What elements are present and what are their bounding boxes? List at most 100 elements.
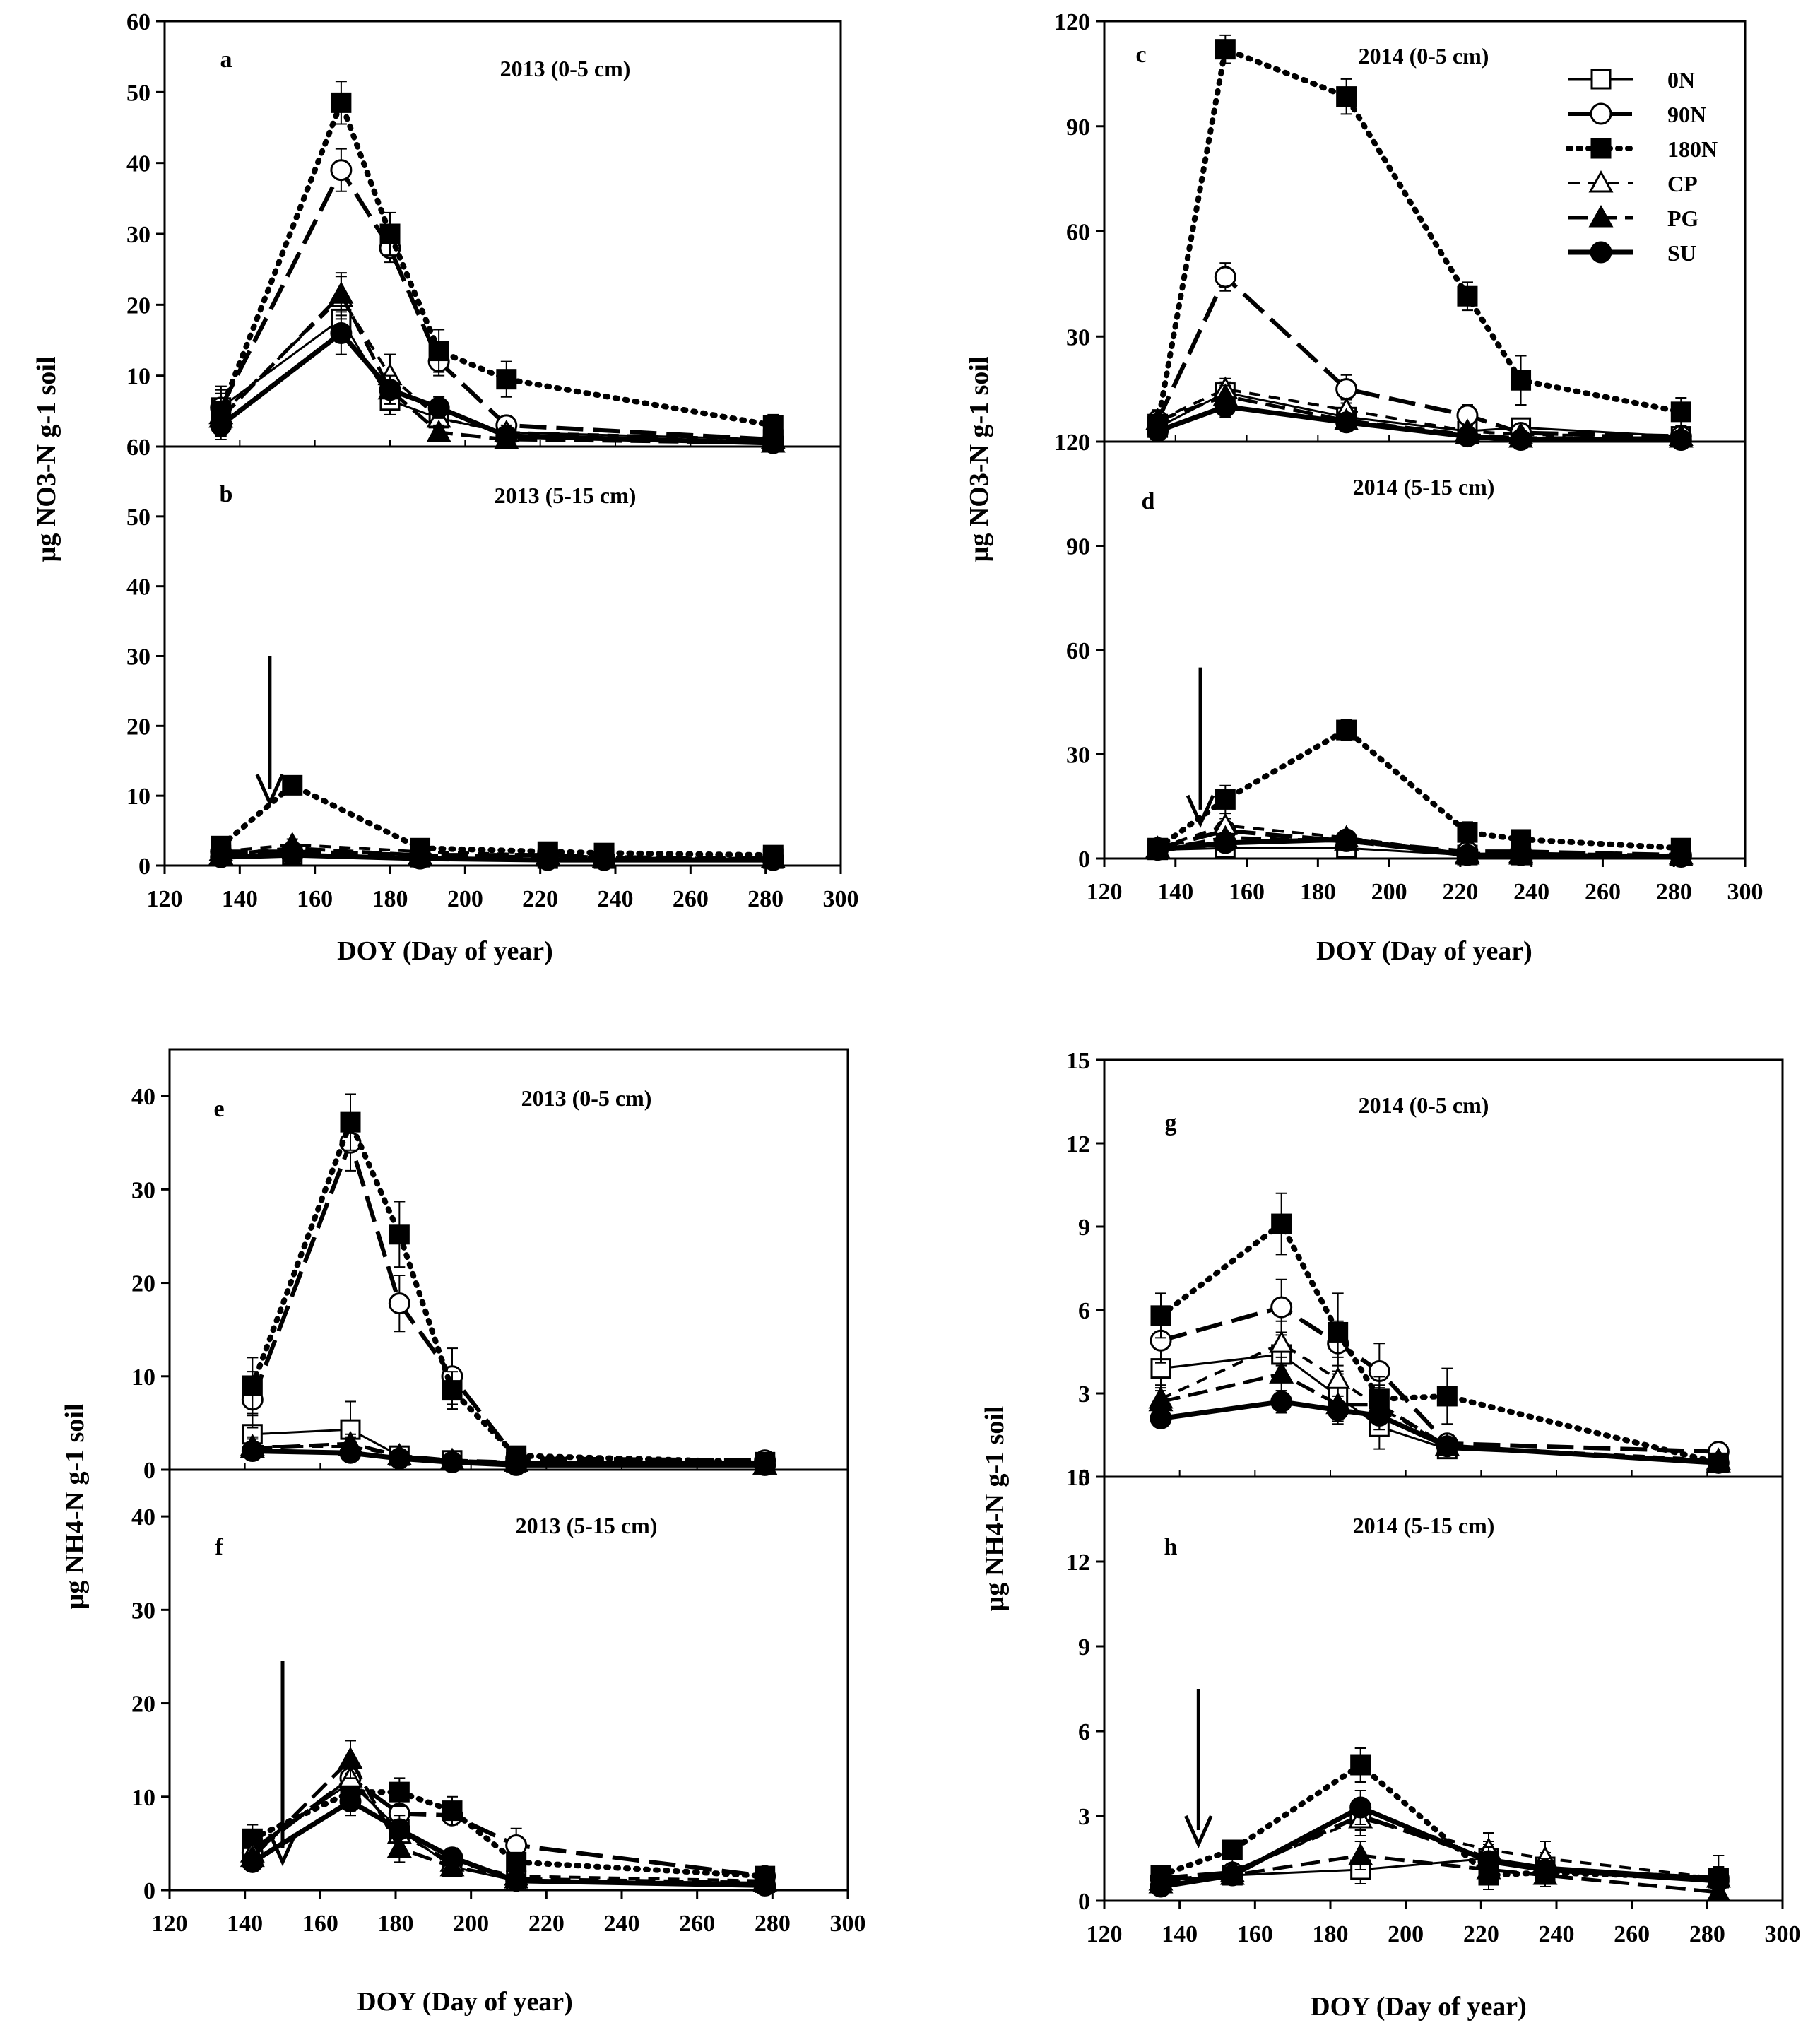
series-line-180N <box>1158 1221 1722 1466</box>
data-point-90N <box>330 159 353 182</box>
y-tick-label: 20 <box>126 293 150 319</box>
x-tick-label: 180 <box>1313 1921 1349 1947</box>
x-tick-label: 240 <box>604 1911 640 1937</box>
x-tick-label: 140 <box>1162 1921 1198 1947</box>
series-line-CP <box>1157 824 1682 857</box>
y-tick-label: 0 <box>143 1878 155 1904</box>
data-point-180N <box>1457 285 1478 307</box>
data-point-SU <box>1214 832 1236 854</box>
data-point-SU <box>441 1846 463 1869</box>
x-axis-title-h: DOY (Day of year) <box>1311 1992 1527 2022</box>
data-point-SU <box>754 1874 776 1897</box>
x-tick-label: 260 <box>679 1911 715 1937</box>
panel-g: 0 3 6 9 12 15 2014 (0-5 cm) g <box>1066 1048 1784 1491</box>
x-tick-label: 120 <box>1087 879 1123 905</box>
panel-title-a: 2013 (0-5 cm) <box>500 56 631 81</box>
series-line-SU <box>220 852 774 863</box>
y-axis-title-ef: µg NH4-N g-1 soil <box>60 1403 90 1609</box>
series-180N <box>1150 1192 1729 1473</box>
y-tick-label: 0 <box>1078 1889 1090 1915</box>
data-point-SU <box>1214 395 1236 418</box>
data-point-180N <box>389 1224 410 1245</box>
data-point-SU <box>1150 1875 1172 1898</box>
y-axis-title-ab: µg NO3-N g-1 soil <box>32 356 61 562</box>
data-point-SU <box>495 425 518 447</box>
series-line-SU <box>1157 837 1682 860</box>
data-point-SU <box>1147 839 1169 861</box>
y-tick-label: 0 <box>143 1458 155 1484</box>
data-point-180N <box>1222 1839 1243 1860</box>
data-point-PG <box>386 1835 412 1858</box>
series-line-180N <box>249 1789 768 1880</box>
series-line-SU <box>1160 1399 1719 1465</box>
data-point-SU <box>505 1453 528 1476</box>
legend-entry-180N: 180N <box>1566 136 1718 162</box>
x-tick-label: 120 <box>1087 1921 1123 1947</box>
panel-frame-b <box>163 445 842 867</box>
panel-letter-f: f <box>215 1534 223 1560</box>
panel-letter-g: g <box>1165 1110 1177 1136</box>
x-tick-label: 120 <box>152 1911 188 1937</box>
series-line-SU <box>251 1798 765 1888</box>
data-point-180N <box>340 1111 361 1133</box>
panel-a: 10 20 30 40 50 60 2013 (0-5 cm) a <box>126 9 842 454</box>
x-tick-label: 140 <box>227 1911 263 1937</box>
x-tick-label: 200 <box>453 1911 489 1937</box>
data-point-PG <box>329 281 354 304</box>
series-line-CP <box>1157 387 1682 438</box>
data-point-PG <box>1348 1842 1373 1865</box>
data-point-SU <box>754 1453 776 1476</box>
panel-c: 0 30 60 90 120 2014 (0-5 cm) c <box>1054 9 1747 456</box>
x-tick-label: 260 <box>1614 1921 1650 1947</box>
y-tick-label: 20 <box>126 714 150 740</box>
x-tick-label: 180 <box>372 886 408 912</box>
y-tick-label: 0 <box>138 854 150 880</box>
series-line-90N <box>250 1140 765 1463</box>
y-tick-label: 20 <box>131 1692 155 1718</box>
y-axis-title-gh: µg NH4-N g-1 soil <box>980 1405 1010 1611</box>
y-tick-label: 40 <box>131 1084 155 1110</box>
series-line-90N <box>1160 1305 1719 1454</box>
y-tick-label: 10 <box>131 1785 155 1811</box>
y-tick-label: 60 <box>1066 220 1090 246</box>
panel-letter-c: c <box>1135 42 1146 68</box>
series-PG <box>1148 1356 1731 1473</box>
legend-entry-CP: CP <box>1568 170 1698 196</box>
panel-b: 0 10 20 30 40 50 60 120 140 160 180 200 220 240 260 280… <box>126 435 859 912</box>
series-line-CP <box>1160 1342 1719 1462</box>
series-90N <box>210 148 784 451</box>
series-line-90N <box>251 1776 766 1879</box>
data-point-180N <box>496 369 517 390</box>
data-point-90N <box>388 1292 410 1315</box>
data-point-CP <box>1269 1331 1294 1353</box>
y-tick-label: 40 <box>131 1504 155 1530</box>
panel-letter-b: b <box>220 481 233 507</box>
y-tick-label: 0 <box>1078 1465 1090 1491</box>
series-90N <box>1150 1278 1730 1463</box>
legend-entry-SU: SU <box>1568 240 1696 266</box>
x-tick-label: 140 <box>222 886 258 912</box>
panel-frame-h <box>1103 1475 1784 1902</box>
x-tick-label: 240 <box>1513 879 1549 905</box>
data-point-SU <box>1456 425 1479 448</box>
panel-title-c: 2014 (0-5 cm) <box>1359 43 1489 69</box>
data-point-SU <box>762 432 784 454</box>
panel-letter-h: h <box>1164 1534 1178 1560</box>
legend-entry-0N: 0N <box>1568 67 1695 93</box>
legend-marker-0N <box>1590 69 1612 90</box>
y-tick-label: 0 <box>1078 847 1090 873</box>
panel-letter-d: d <box>1142 488 1155 514</box>
panel-h: 0 3 6 9 12 15 120 140 160 180 200 220 240 260 280 300 20… <box>1066 1465 1801 1947</box>
y-tick-label: 60 <box>1066 638 1090 664</box>
data-point-180N <box>1336 719 1357 741</box>
data-point-SU <box>1147 420 1169 442</box>
data-point-PG <box>1269 1361 1294 1384</box>
data-point-SU <box>409 847 432 870</box>
series-line-CP <box>1160 1817 1719 1882</box>
panel-e: 0 10 20 30 40 2013 (0-5 cm) e <box>131 1048 849 1484</box>
legend-marker-CP <box>1588 170 1614 193</box>
series-90N <box>241 1114 776 1472</box>
data-point-SU <box>1270 1391 1293 1413</box>
